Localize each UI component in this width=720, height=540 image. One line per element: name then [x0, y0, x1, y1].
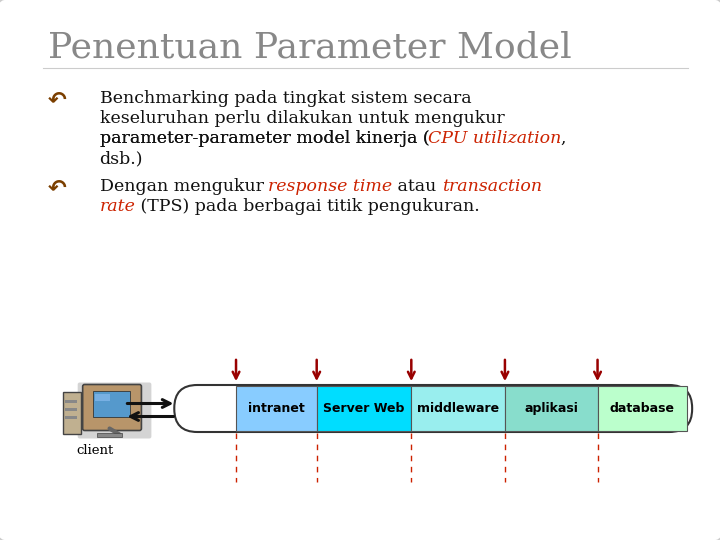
Text: CPU utilization: CPU utilization [428, 130, 561, 147]
Bar [65, 415, 77, 418]
Bar [236, 386, 317, 431]
Text: Benchmarking pada tingkat sistem secara: Benchmarking pada tingkat sistem secara [99, 90, 471, 107]
Text: Server Web: Server Web [323, 402, 405, 415]
Bar [411, 386, 505, 431]
FancyBboxPatch shape [83, 384, 141, 430]
Text: dsb.): dsb.) [99, 150, 143, 167]
Bar [96, 433, 122, 436]
Text: parameter-parameter model kinerja (: parameter-parameter model kinerja ( [99, 130, 429, 147]
Text: response time: response time [269, 178, 392, 195]
Text: middleware: middleware [417, 402, 499, 415]
Text: parameter-parameter model kinerja (: parameter-parameter model kinerja ( [99, 130, 429, 147]
Bar [65, 400, 77, 402]
Text: rate: rate [99, 198, 135, 215]
Text: transaction: transaction [441, 178, 541, 195]
Bar [505, 386, 598, 431]
Text: Dengan mengukur: Dengan mengukur [99, 178, 269, 195]
Text: (TPS) pada berbagai titik pengukuran.: (TPS) pada berbagai titik pengukuran. [135, 198, 480, 215]
Text: ↶: ↶ [48, 178, 66, 198]
Bar [94, 394, 109, 401]
Bar [93, 390, 130, 416]
Text: intranet: intranet [248, 402, 305, 415]
Text: aplikasi: aplikasi [524, 402, 578, 415]
Text: ↶: ↶ [48, 90, 66, 110]
Bar [598, 386, 687, 431]
FancyBboxPatch shape [174, 385, 692, 432]
Text: atau: atau [392, 178, 442, 195]
FancyBboxPatch shape [78, 382, 151, 438]
Text: ,: , [561, 130, 566, 147]
Bar [63, 392, 81, 434]
Text: Penentuan Parameter Model: Penentuan Parameter Model [48, 30, 572, 64]
Text: database: database [610, 402, 675, 415]
Bar [65, 408, 77, 410]
Text: client: client [77, 444, 114, 457]
Text: keseluruhan perlu dilakukan untuk mengukur: keseluruhan perlu dilakukan untuk menguk… [99, 110, 504, 127]
Bar [317, 386, 411, 431]
